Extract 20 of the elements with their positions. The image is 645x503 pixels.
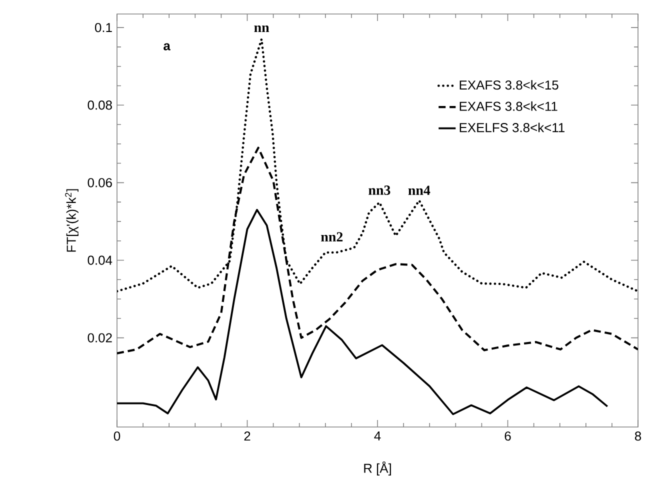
annotation: nn4 <box>408 186 430 195</box>
annotation: nn3 <box>368 186 390 195</box>
y-tick-label: 0.06 <box>88 178 112 188</box>
annotation: nn <box>254 25 270 32</box>
y-tick-label: 0.1 <box>94 22 112 32</box>
legend-label: EXAFS 3.8<k<11 <box>460 101 558 111</box>
legend-label: EXELFS 3.8<k<11 <box>460 122 564 132</box>
x-tick-label: 0 <box>114 431 120 441</box>
x-axis-title: R [Å] <box>364 461 391 476</box>
y-tick-label: 0.02 <box>88 333 112 342</box>
annotation: nn2 <box>321 232 343 242</box>
y-tick-label: 0.04 <box>88 256 112 265</box>
x-tick-label: 2 <box>244 431 250 441</box>
legend-label: EXAFS 3.8<k<15 <box>460 80 558 90</box>
y-axis-title: FT[χ'(k)*k$^{2}$] <box>65 189 78 252</box>
y-tick-label: 0.08 <box>88 100 112 110</box>
x-tick-label: 6 <box>504 431 511 441</box>
x-tick-label: 4 <box>374 432 381 440</box>
x-tick-label: 8 <box>634 431 642 441</box>
annotation: a <box>164 43 170 50</box>
